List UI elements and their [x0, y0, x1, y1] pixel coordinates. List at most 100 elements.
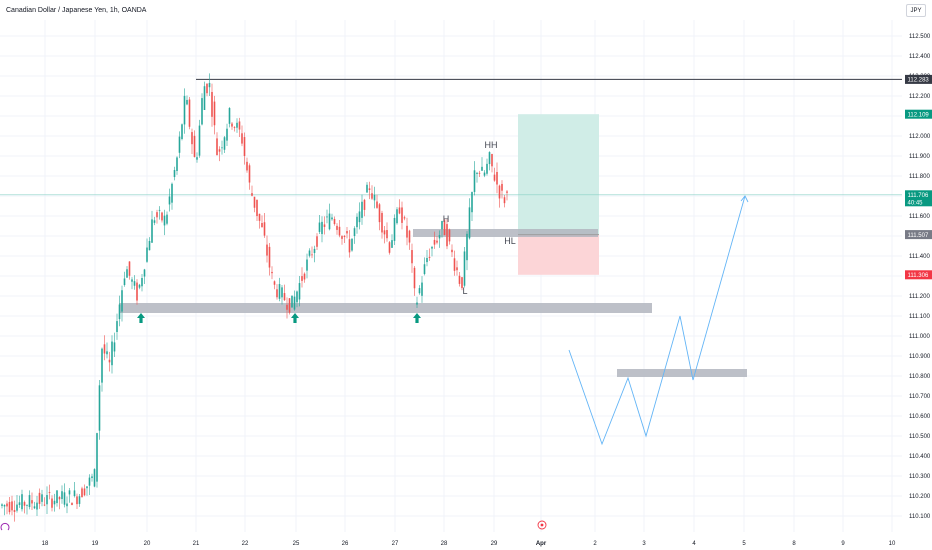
candle-body: [251, 193, 253, 196]
candle-151: [378, 202, 381, 231]
candle-body: [448, 229, 451, 242]
candle-body: [481, 166, 483, 171]
candle-176: [441, 220, 443, 238]
candle-33: [83, 484, 86, 497]
candle-81: [203, 81, 206, 111]
candle-body: [53, 500, 56, 505]
candle-body: [276, 289, 278, 298]
candle-body: [58, 497, 61, 500]
price-label-bg: [905, 74, 932, 84]
candle-56: [141, 273, 143, 292]
candle-body: [13, 510, 16, 512]
candle-body: [101, 348, 103, 383]
candle-92: [231, 122, 233, 130]
candle-body: [181, 124, 183, 140]
support-zone: [119, 303, 652, 313]
candle-body: [453, 258, 456, 271]
candle-173: [433, 231, 436, 249]
candle-115: [288, 298, 291, 315]
candle-88: [221, 140, 223, 155]
candle-2: [6, 500, 8, 515]
candle-86: [216, 132, 218, 156]
projection-path: [568, 195, 746, 446]
candle-35: [88, 474, 91, 496]
candle-body: [318, 222, 321, 232]
candle-body: [123, 278, 126, 286]
price-label-bg: [905, 190, 932, 207]
candle-162: [406, 217, 408, 246]
x-tick-label-15: 8: [792, 541, 796, 547]
candle-103: [258, 213, 261, 229]
candle-10: [26, 504, 28, 515]
candle-body: [403, 217, 406, 219]
x-tick-label-3: 21: [193, 541, 200, 547]
y-tick-label-22: 110.300: [909, 474, 931, 480]
candle-110: [276, 284, 278, 300]
candle-body: [166, 214, 168, 224]
candle-body: [301, 276, 303, 281]
chart-title: Canadian Dollar / Japanese Yen, 1h, OAND…: [6, 7, 147, 14]
candle-19: [48, 484, 51, 500]
candle-131: [328, 203, 331, 231]
candle-39: [98, 379, 101, 440]
candle-body: [31, 500, 33, 504]
candle-body: [473, 170, 476, 192]
candle-body: [138, 284, 141, 288]
candle-136: [341, 235, 343, 245]
candle-161: [403, 215, 406, 221]
candle-body: [68, 490, 71, 495]
candle-body: [218, 149, 221, 152]
candle-157: [393, 214, 396, 245]
candle-148: [371, 185, 373, 201]
candle-body: [141, 277, 143, 287]
candle-body: [398, 207, 401, 214]
candle-body: [408, 230, 411, 243]
candle-body: [253, 196, 256, 208]
candle-60: [151, 210, 153, 243]
candle-body: [416, 302, 418, 305]
target-zone: [518, 114, 599, 235]
y-tick-label-21: 110.400: [909, 454, 931, 460]
candle-169: [423, 257, 426, 276]
candle-body: [463, 251, 466, 286]
candle-116: [291, 295, 293, 308]
candle-54: [136, 279, 138, 305]
candle-198: [496, 162, 498, 194]
candle-body: [208, 82, 211, 88]
candle-28: [71, 502, 73, 506]
candle-89: [223, 136, 226, 154]
price-label-bg: [905, 270, 932, 280]
candle-body: [186, 99, 188, 105]
candle-body: [8, 501, 11, 513]
candle-body: [478, 172, 481, 174]
candle-body: [291, 295, 293, 308]
candle-190: [476, 171, 478, 183]
candle-body: [71, 502, 73, 506]
candles: [1, 73, 508, 522]
candle-body: [498, 185, 501, 199]
candle-body: [51, 498, 53, 508]
candle-body: [366, 184, 368, 193]
candle-7: [18, 495, 21, 508]
candle-167: [418, 285, 421, 295]
candle-body: [183, 95, 186, 125]
candle-193: [483, 170, 486, 178]
candle-body: [131, 279, 133, 282]
candle-body: [43, 504, 46, 506]
currency-button[interactable]: JPY: [906, 4, 926, 17]
candle-147: [368, 181, 371, 200]
candle-body: [46, 495, 48, 505]
candle-body: [263, 222, 266, 236]
price-label-level: 112.283: [905, 74, 932, 84]
candle-84: [211, 83, 213, 127]
candle-62: [156, 209, 158, 224]
candle-44: [111, 335, 113, 374]
candle-body: [121, 290, 123, 312]
candle-138: [346, 227, 348, 239]
x-tick-label-6: 26: [342, 541, 349, 547]
candle-106: [266, 235, 268, 263]
candle-body: [456, 267, 458, 271]
candle-71: [178, 131, 181, 159]
